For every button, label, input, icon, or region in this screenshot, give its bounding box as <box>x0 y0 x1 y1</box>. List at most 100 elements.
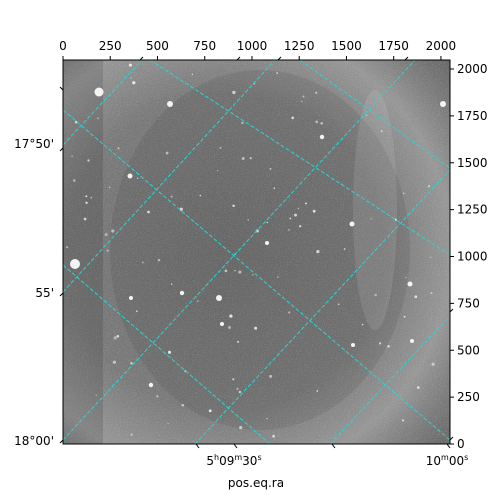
faint-star-4 <box>320 122 323 125</box>
side-tick-mark-1 <box>449 308 454 313</box>
faint-star-68 <box>170 283 173 285</box>
faint-star-2 <box>289 217 292 220</box>
coordinate-grid <box>63 60 450 444</box>
faint-star-40 <box>266 221 268 224</box>
right-tick-label-8: 2000 <box>457 62 488 76</box>
faint-star-15 <box>427 185 431 188</box>
faint-star-90 <box>87 159 90 162</box>
grid-line-6 <box>63 264 271 444</box>
faint-star-52 <box>135 310 138 313</box>
faint-star-58 <box>238 270 242 274</box>
ra-top-tick-mark-0 <box>139 56 144 61</box>
bright-star-6 <box>407 281 413 287</box>
faint-star-99 <box>361 323 364 326</box>
faint-star-76 <box>85 195 88 198</box>
faint-star-70 <box>277 276 279 278</box>
grid-line-3 <box>194 169 450 444</box>
faint-star-28 <box>130 77 132 79</box>
faint-star-100 <box>104 233 108 236</box>
ra-tick-mark-2 <box>195 443 200 449</box>
grid-line-9 <box>299 60 450 169</box>
dec-tick-label-2: 55' <box>35 286 54 300</box>
faint-star-23 <box>288 229 290 231</box>
faint-star-10 <box>199 194 201 197</box>
faint-star-16 <box>232 378 235 381</box>
faint-star-59 <box>219 146 222 149</box>
bright-star-1 <box>70 259 80 269</box>
right-tick-label-7: 1750 <box>457 109 488 123</box>
faint-star-95 <box>403 315 406 318</box>
faint-star-92 <box>97 117 99 119</box>
faint-star-67 <box>414 295 418 299</box>
faint-star-45 <box>232 90 236 95</box>
faint-star-9 <box>273 187 276 189</box>
ra-tick-mark-1 <box>446 443 451 449</box>
faint-star-106 <box>179 207 183 211</box>
top-tick-label-6: 1500 <box>331 39 362 53</box>
right-pixel-axis: 0 250 500 750 1000 1250 1500 1750 2000 <box>450 62 488 451</box>
grid-line-1 <box>63 60 276 293</box>
faint-star-21 <box>147 210 150 214</box>
right-tick-label-3: 750 <box>457 296 480 310</box>
world-coordinate-ticks <box>59 56 454 449</box>
faint-star-61 <box>269 167 272 170</box>
bright-star-11 <box>265 241 269 245</box>
bright-star-5 <box>349 221 355 227</box>
faint-star-104 <box>228 326 231 329</box>
faint-star-20 <box>276 72 279 75</box>
faint-star-22 <box>167 422 169 425</box>
dec-tick-mark-0 <box>59 147 64 152</box>
faint-star-85 <box>387 345 390 348</box>
faint-star-39 <box>232 204 235 207</box>
faint-star-24 <box>238 390 242 394</box>
faint-star-8 <box>130 433 133 436</box>
top-tick-label-7: 1750 <box>378 39 409 53</box>
faint-star-107 <box>394 218 397 221</box>
faint-star-86 <box>73 179 76 182</box>
faint-star-26 <box>74 120 78 124</box>
faint-star-31 <box>90 196 93 199</box>
right-tick-label-4: 1000 <box>457 250 488 264</box>
faint-star-36 <box>337 303 340 306</box>
faint-star-42 <box>239 426 243 430</box>
faint-star-105 <box>431 362 435 366</box>
faint-star-27 <box>316 390 319 392</box>
side-tick-mark-0 <box>59 86 64 91</box>
right-tick-label-5: 1250 <box>457 203 488 217</box>
faint-star-19 <box>416 386 420 389</box>
faint-star-46 <box>312 209 316 213</box>
faint-star-48 <box>85 201 88 204</box>
faint-star-73 <box>208 409 212 413</box>
faint-star-91 <box>266 417 268 420</box>
faint-star-38 <box>136 177 139 179</box>
right-tick-label-2: 500 <box>457 343 480 357</box>
faint-star-51 <box>430 256 432 259</box>
faint-star-81 <box>66 246 69 249</box>
faint-star-56 <box>249 157 252 160</box>
top-tick-label-5: 1250 <box>284 39 315 53</box>
image-frame <box>62 59 451 445</box>
faint-star-34 <box>247 219 249 221</box>
faint-star-69 <box>430 292 433 295</box>
bright-star-10 <box>129 296 133 300</box>
ra-tick-label-2: 10m00s <box>426 453 469 468</box>
top-pixel-axis: 0 250 500 750 1000 1250 1500 1750 2000 <box>59 39 456 60</box>
sky-image <box>63 60 450 444</box>
faint-star-54 <box>380 130 383 133</box>
faint-star-93 <box>108 186 111 189</box>
faint-star-60 <box>113 336 117 340</box>
faint-star-96 <box>241 157 245 160</box>
side-tick-mark-2 <box>449 436 454 441</box>
faint-star-71 <box>378 342 382 345</box>
faint-star-63 <box>402 419 405 422</box>
dec-tick-mark-2 <box>59 439 64 444</box>
dec-tick-mark-1 <box>59 292 64 297</box>
bright-star-9 <box>148 382 154 388</box>
faint-star-17 <box>165 151 169 155</box>
faint-star-55 <box>405 277 407 279</box>
faint-star-65 <box>116 334 120 338</box>
faint-star-32 <box>365 114 368 117</box>
top-tick-label-8: 2000 <box>426 39 457 53</box>
grid-line-0 <box>63 60 143 146</box>
faint-star-25 <box>112 360 116 364</box>
